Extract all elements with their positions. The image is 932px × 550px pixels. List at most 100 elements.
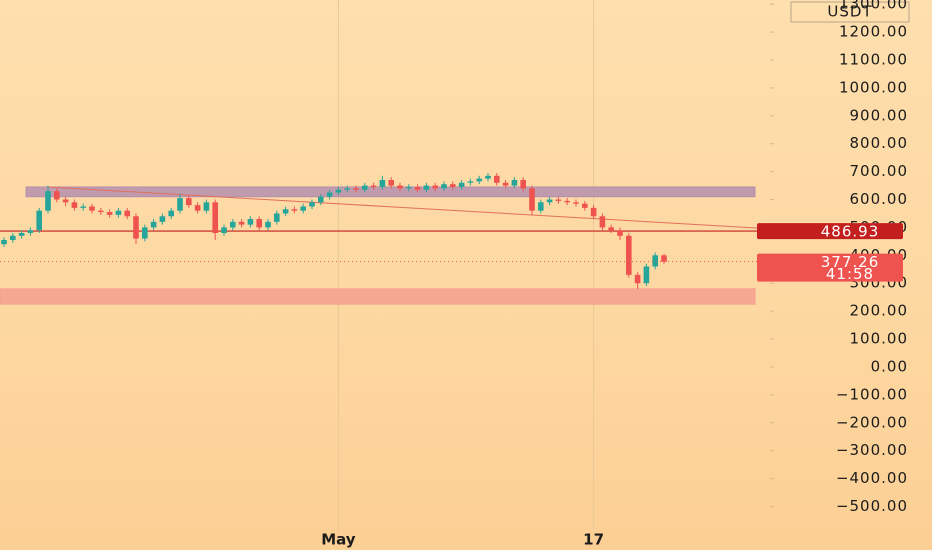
candle-body [467,181,474,183]
candle-body [98,210,104,213]
candle-body [230,221,236,228]
candle-body [511,179,518,186]
candle-body [80,206,86,208]
candle-body [502,182,509,186]
y-tick-label: −100.00 [836,385,908,403]
zone [0,288,756,305]
trend-line [47,186,761,229]
candle-body [661,255,667,262]
unit-box [790,1,910,23]
y-tick-label: −200.00 [836,413,908,431]
candle-body [326,192,333,197]
candle-body [608,227,614,231]
y-tick-label: 700.00 [850,162,909,180]
candle-body [10,235,16,240]
candle-body [441,184,447,189]
candle-body [309,202,315,207]
x-tick-label: 17 [583,531,604,549]
candle-body [476,178,482,182]
candle-body [626,235,632,275]
candle-body [221,227,227,234]
candle-body [494,175,500,183]
candle-body [177,198,183,211]
candle-body [186,198,192,206]
candle-body [115,210,122,215]
candle-body [617,230,623,236]
candle-body [564,200,570,203]
candle-body [274,213,280,222]
candle-body [247,219,254,225]
candle-body [203,202,210,211]
y-tick-label: 800.00 [850,134,909,152]
x-tick-label: May [321,531,356,549]
price-label: 377.26 [821,253,880,271]
candle-body [397,185,403,189]
candle-body [1,239,7,245]
y-tick-label: 1000.00 [839,78,908,96]
candle-body [599,216,606,228]
y-tick-label: 1100.00 [839,50,908,68]
y-tick-label: 100.00 [850,330,909,348]
candle-body [634,274,641,284]
candle-body [582,203,588,208]
candle-body [256,219,262,228]
y-tick-label: 900.00 [850,106,909,124]
candle-body [652,255,658,267]
candle-body [62,199,69,203]
candle-body [318,196,324,203]
candle-body [485,175,491,179]
candle-body [238,221,245,225]
candle-body [142,227,148,239]
candle-body [282,209,289,214]
candle-body [168,210,174,217]
candle-body [406,186,412,189]
candle-body [335,189,342,193]
candle-body [590,207,597,217]
y-tick-label: 1200.00 [839,23,908,41]
level-tag [757,223,903,240]
candle-body [370,185,377,187]
candle-body [344,188,350,190]
y-tick-label: 200.00 [850,302,909,320]
candle-body [265,221,271,228]
candle-body [362,185,368,190]
candle-body [194,205,201,211]
candle-body [546,199,553,203]
y-tick-label: 600.00 [850,190,909,208]
candle-body [388,179,394,186]
candle-body [27,230,34,234]
countdown-label: 41:58 [826,265,874,283]
y-tick-label: 0.00 [871,357,908,375]
candle-body [529,188,535,211]
candle-body [520,179,526,189]
candle-body [36,210,42,231]
candle-body [423,185,430,190]
candle-body [300,206,306,211]
candle-body [124,210,130,217]
candle-body [54,191,60,200]
y-tick-label: −500.00 [836,497,908,515]
candle-body [353,188,359,190]
candle-body [414,186,421,190]
candle-body [291,209,298,211]
candle-body [106,212,113,215]
candle-body [573,202,579,204]
y-tick-label: −300.00 [836,441,908,459]
candle-body [71,202,78,208]
candle-body [159,216,166,222]
candle-body [133,216,139,239]
candle-body [89,206,95,211]
candle-body [450,184,456,187]
candle-body [45,191,51,211]
candle-body [538,202,544,211]
candle-body [643,266,650,284]
candle-body [212,202,218,234]
y-tick-label: 1300.00 [839,0,908,13]
unit-label: USDT [827,3,872,21]
candle-body [432,185,438,189]
candle-body [555,199,562,201]
zone [25,186,756,198]
y-tick-label: −400.00 [836,469,908,487]
price-tag [757,253,903,282]
